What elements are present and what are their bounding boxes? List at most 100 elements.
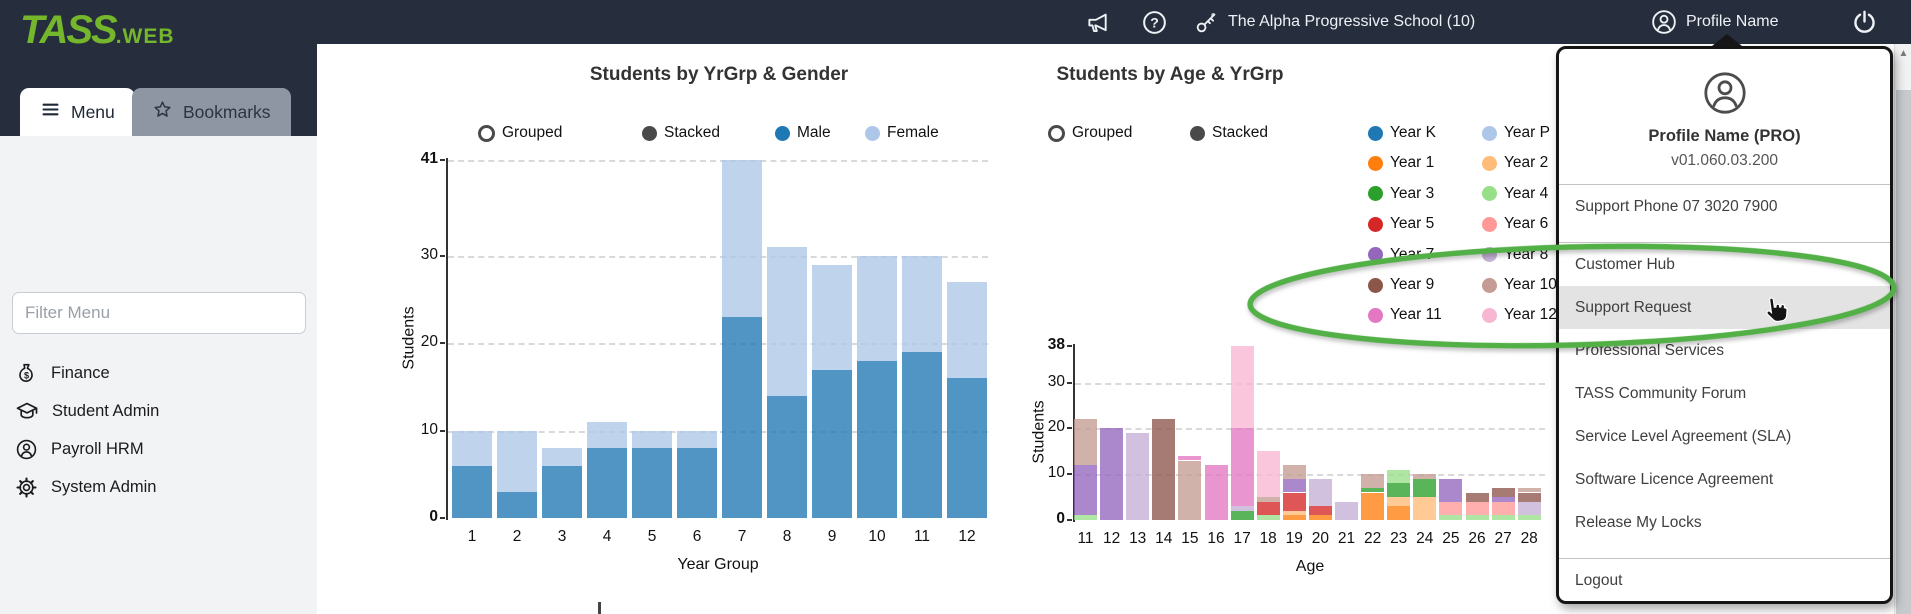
- profile-menu-item-release-my-locks[interactable]: Release My Locks: [1559, 501, 1890, 544]
- chart-age-yrgrp-title: Students by Age & YrGrp: [1056, 64, 1284, 85]
- bar-age-19-year-5: [1282, 492, 1306, 511]
- profile-menu-item-logout[interactable]: Logout: [1559, 559, 1890, 602]
- person-icon: [1650, 8, 1678, 36]
- help-button[interactable]: ?: [1141, 0, 1168, 44]
- bar-age-19-year-1: [1282, 515, 1306, 520]
- legend-year-3[interactable]: Year 3: [1368, 185, 1434, 203]
- x-axis-label: Age: [1295, 558, 1325, 575]
- profile-menu-item-service-level-agreement-sla[interactable]: Service Level Agreement (SLA): [1559, 415, 1890, 458]
- legend-year-9[interactable]: Year 9: [1368, 276, 1434, 294]
- scrollbar-up-arrow[interactable]: ▲: [1898, 48, 1909, 59]
- profile-menu-item-tass-community-forum[interactable]: TASS Community Forum: [1559, 372, 1890, 415]
- bar-age-28-year-4: [1517, 515, 1541, 520]
- bar-age-19-year-10: [1282, 465, 1306, 479]
- x-tick-25: 25: [1442, 530, 1460, 547]
- menu-divider: [1559, 184, 1890, 185]
- school-switcher-label: The Alpha Progressive School (10): [1228, 13, 1476, 30]
- legend-year-12[interactable]: Year 12: [1482, 306, 1557, 324]
- legend-year-6[interactable]: Year 6: [1482, 215, 1548, 233]
- x-tick-3: 3: [557, 528, 567, 545]
- scrollbar-thumb[interactable]: [1896, 90, 1911, 614]
- key-icon: [1194, 9, 1220, 35]
- bar-age-11-year-4: [1074, 515, 1097, 520]
- legend-year-8[interactable]: Year 8: [1482, 246, 1548, 264]
- legend-dot: [1482, 277, 1497, 293]
- legend-year-k[interactable]: Year K: [1368, 124, 1436, 142]
- bar-age-25-year-7: [1439, 478, 1463, 502]
- x-tick-11: 11: [1077, 530, 1094, 547]
- bar-age-28-year-10: [1517, 487, 1541, 493]
- legend-toggle-stacked[interactable]: Stacked: [642, 124, 720, 142]
- bar-age-14-year-9: [1152, 419, 1176, 520]
- y-tick-20: 20: [1047, 418, 1065, 436]
- megaphone-icon: [1086, 9, 1113, 36]
- legend-dot: [1048, 124, 1065, 142]
- x-tick-10: 10: [868, 528, 886, 545]
- legend-year-7[interactable]: Year 7: [1368, 246, 1434, 264]
- profile-menu-item-customer-hub[interactable]: Customer Hub: [1559, 243, 1890, 286]
- legend-year-4[interactable]: Year 4: [1482, 185, 1548, 203]
- school-switcher[interactable]: The Alpha Progressive School (10): [1194, 0, 1475, 44]
- y-tickmark: [1067, 381, 1072, 384]
- bar-age-20-year-1: [1308, 515, 1332, 520]
- bar-age-15-year-11: [1178, 455, 1202, 461]
- y-tickmark: [1067, 427, 1072, 430]
- y-tickmark: [440, 159, 445, 161]
- profile-menu-item-professional-services[interactable]: Professional Services: [1559, 329, 1890, 372]
- x-tick-20: 20: [1311, 530, 1330, 547]
- bar-age-28-year-9: [1517, 492, 1541, 502]
- menu-divider: [1559, 558, 1890, 559]
- profile-button[interactable]: Profile Name: [1650, 0, 1778, 44]
- bar-yrgrp-2-male: [497, 491, 537, 518]
- sidebar-item-finance[interactable]: $ Finance: [0, 354, 317, 392]
- vertical-scrollbar[interactable]: ▲: [1894, 44, 1911, 614]
- tab-bookmarks-label: Bookmarks: [183, 101, 271, 122]
- x-tick-16: 16: [1207, 530, 1225, 547]
- legend-dot: [1482, 155, 1497, 171]
- legend-year-11[interactable]: Year 11: [1368, 306, 1442, 324]
- legend-toggle-stacked[interactable]: Stacked: [1190, 124, 1268, 142]
- profile-menu-item-support-request[interactable]: Support Request: [1559, 286, 1890, 329]
- legend-year-10[interactable]: Year 10: [1482, 276, 1557, 294]
- legend-toggle-grouped[interactable]: Grouped: [478, 124, 562, 142]
- bar-yrgrp-11-female: [902, 256, 942, 353]
- legend-label: Grouped: [502, 124, 563, 141]
- sidebar-item-label: Payroll HRM: [51, 439, 144, 458]
- legend-label: Female: [887, 124, 939, 141]
- legend-female[interactable]: Female: [865, 124, 939, 142]
- legend-year-5[interactable]: Year 5: [1368, 215, 1434, 233]
- logout-power-button[interactable]: [1850, 0, 1879, 44]
- sidebar-item-system-admin[interactable]: System Admin: [0, 468, 317, 506]
- legend-toggle-grouped[interactable]: Grouped: [1048, 124, 1132, 142]
- gridline-10: [448, 430, 988, 433]
- sidebar-item-payroll-hrm[interactable]: Payroll HRM: [0, 430, 317, 468]
- legend-dot: [1482, 125, 1497, 141]
- bar-age-17-year-11: [1230, 428, 1254, 507]
- legend-dot: [1482, 247, 1497, 263]
- x-tick-18: 18: [1259, 530, 1277, 547]
- tass-web-logo[interactable]: TASS.WEB: [20, 8, 175, 53]
- filter-menu-input[interactable]: [12, 292, 306, 334]
- tab-menu[interactable]: Menu: [20, 88, 135, 136]
- graduation-cap-icon: [15, 399, 39, 423]
- announcements-button[interactable]: [1086, 0, 1113, 44]
- bar-age-27-year-7: [1491, 497, 1515, 502]
- profile-menu-item-software-licence-agreement[interactable]: Software Licence Agreement: [1559, 458, 1890, 501]
- legend-year-2[interactable]: Year 2: [1482, 154, 1548, 172]
- gridline-30: [1075, 382, 1545, 385]
- legend-dot: [1190, 125, 1205, 141]
- sidebar-item-student-admin[interactable]: Student Admin: [0, 392, 317, 430]
- legend-male[interactable]: Male: [775, 124, 831, 142]
- bar-age-18-year-5: [1256, 501, 1280, 516]
- legend-label: Year 4: [1504, 184, 1549, 202]
- legend-year-1[interactable]: Year 1: [1368, 154, 1434, 172]
- bar-age-20-year-5: [1308, 506, 1332, 516]
- sidebar-item-label: Finance: [51, 363, 110, 382]
- y-tick-10: 10: [420, 420, 438, 438]
- legend-label: Year 7: [1390, 245, 1435, 263]
- legend-year-p[interactable]: Year P: [1482, 124, 1550, 142]
- legend-dot: [1368, 277, 1383, 293]
- bar-age-13-year-8: [1126, 433, 1150, 520]
- tab-bookmarks[interactable]: Bookmarks: [132, 88, 291, 136]
- profile-menu-item-support-phone-07-3020-7900[interactable]: Support Phone 07 3020 7900: [1559, 185, 1890, 228]
